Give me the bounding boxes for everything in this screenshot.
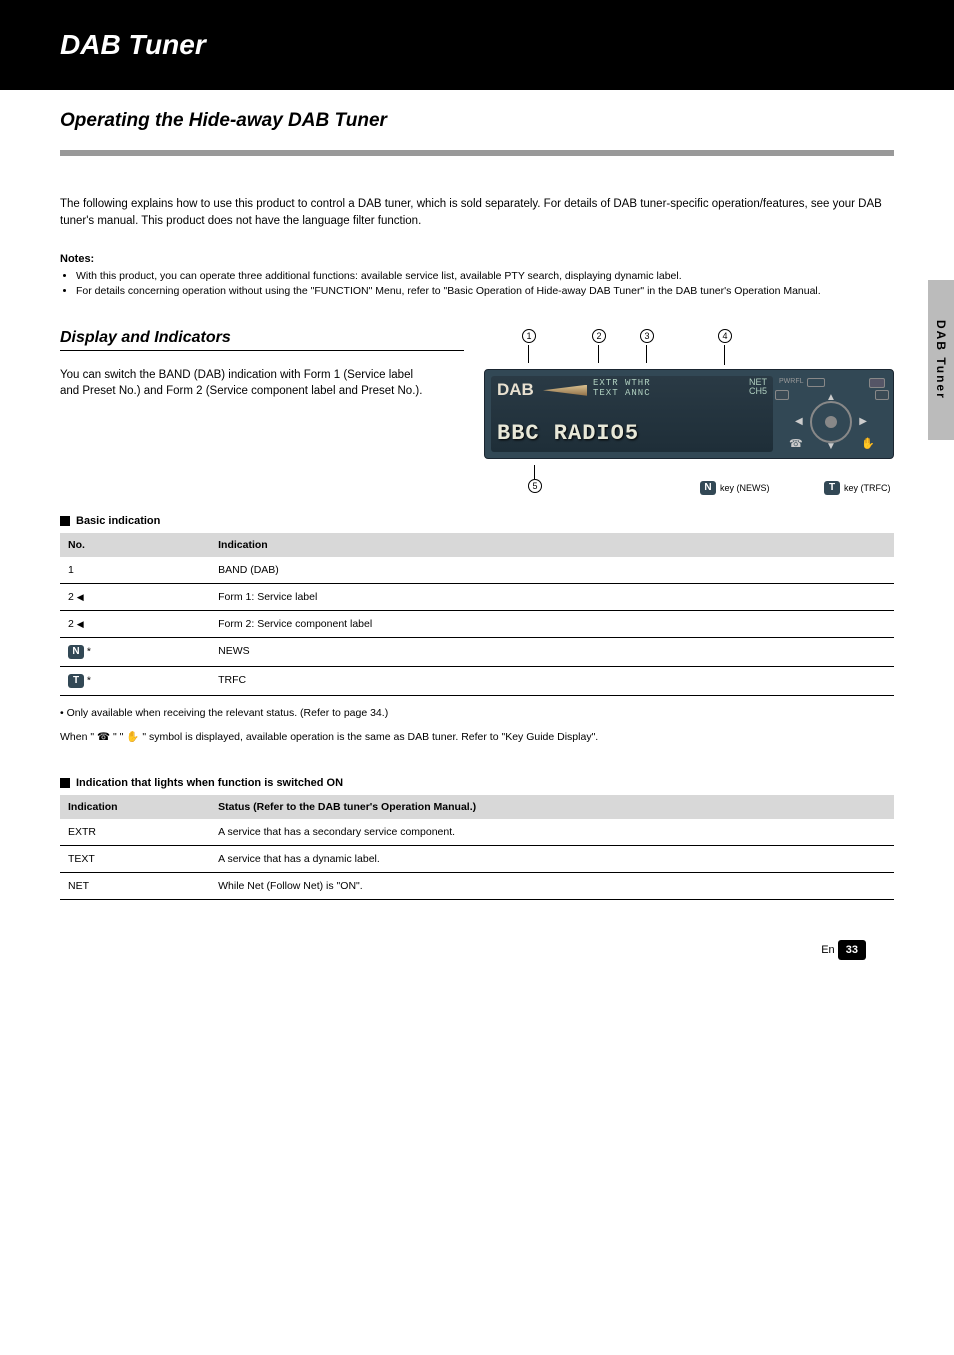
table-basic-indication: Basic indication No. Indication 1 BAND (… (60, 515, 894, 745)
table1-footnote: • Only available when receiving the rele… (60, 706, 894, 721)
section-title: Operating the Hide-away DAB Tuner (60, 110, 894, 136)
lcd-pwrfl-label: PWRFL (779, 378, 804, 385)
symbol-sentence: When " ☎ " " ✋ " symbol is displayed, av… (60, 730, 894, 745)
table-row: 2 ◀ Form 1: Service label (60, 583, 894, 610)
lcd-diagram: 1 2 3 4 DAB EXTR WTHR TEXT ANNC NET (484, 329, 894, 495)
table2-col2: Status (Refer to the DAB tuner's Operati… (210, 795, 894, 819)
notes-heading: Notes: (60, 253, 894, 265)
square-bullet-icon (60, 516, 70, 526)
key-t-icon: T (68, 674, 84, 688)
table1-title: Basic indication (60, 515, 894, 527)
table1-col1: No. (60, 533, 210, 557)
note-item: With this product, you can operate three… (76, 269, 894, 284)
section-rule (60, 150, 894, 156)
page-number: En 33 (821, 940, 866, 960)
lcd-indicator-row1: EXTR WTHR (593, 378, 651, 388)
phone-icon: ☎ (97, 731, 110, 743)
lcd-panel: DAB EXTR WTHR TEXT ANNC NETCH5 BBC RADIO… (484, 369, 894, 459)
table-row: N * NEWS (60, 637, 894, 666)
key-t-caption: T key (TRFC) (824, 481, 891, 495)
joy-left-icon: ◀ (795, 416, 803, 427)
key-n-icon: N (700, 481, 716, 495)
lcd-dab-label: DAB (497, 380, 534, 400)
display-subtitle: Display and Indicators (60, 329, 464, 351)
lcd-net-label: NETCH5 (749, 378, 767, 396)
table2-col1: Indication (60, 795, 210, 819)
callout-2: 2 (592, 329, 606, 345)
lcd-phone-icon: ☎ (789, 437, 803, 450)
lcd-wedge-icon (543, 385, 587, 396)
callout-4: 4 (718, 329, 732, 345)
lcd-toggle-icon (807, 378, 825, 387)
table-row: 1 BAND (DAB) (60, 557, 894, 584)
table-row: 2 ◀ Form 2: Service component label (60, 610, 894, 637)
key-n-icon: N (68, 645, 84, 659)
table-row: TEXTA service that has a dynamic label. (60, 846, 894, 873)
lcd-side-button (875, 390, 889, 400)
table2-title: Indication that lights when function is … (60, 777, 894, 789)
lcd-indicator-row2: TEXT ANNC (593, 388, 651, 398)
page-header: DAB Tuner (0, 0, 954, 90)
hand-icon: ✋ (126, 731, 139, 743)
lcd-joystick: ▲ ▼ ◀ ▶ (795, 394, 867, 450)
table1-col2: Indication (210, 533, 894, 557)
callout-3: 3 (640, 329, 654, 345)
key-t-icon: T (824, 481, 840, 495)
table-row: T * TRFC (60, 666, 894, 695)
notes-list: With this product, you can operate three… (60, 269, 894, 298)
lcd-small-button (869, 378, 885, 388)
intro-paragraph: The following explains how to use this p… (60, 196, 894, 229)
callout-1: 1 (522, 329, 536, 345)
table-row: EXTRA service that has a secondary servi… (60, 819, 894, 846)
lcd-controls: PWRFL ▲ ▼ ◀ ▶ ☎ ✋ (777, 376, 887, 452)
note-item: For details concerning operation without… (76, 284, 894, 299)
lcd-hand-icon: ✋ (861, 437, 875, 450)
square-bullet-icon (60, 778, 70, 788)
side-tab: DAB Tuner (928, 280, 954, 440)
display-desc: You can switch the BAND (DAB) indication… (60, 367, 430, 400)
table-row: NETWhile Net (Follow Net) is "ON". (60, 873, 894, 900)
key-n-caption: N key (NEWS) (700, 481, 770, 495)
header-title: DAB Tuner (60, 29, 206, 61)
notes-block: Notes: With this product, you can operat… (60, 253, 894, 298)
lcd-station-name: BBC RADIO5 (497, 421, 767, 446)
joy-right-icon: ▶ (859, 416, 867, 427)
callout-5: 5 (528, 479, 542, 495)
table-indication-on: Indication that lights when function is … (60, 777, 894, 900)
lcd-side-button (775, 390, 789, 400)
